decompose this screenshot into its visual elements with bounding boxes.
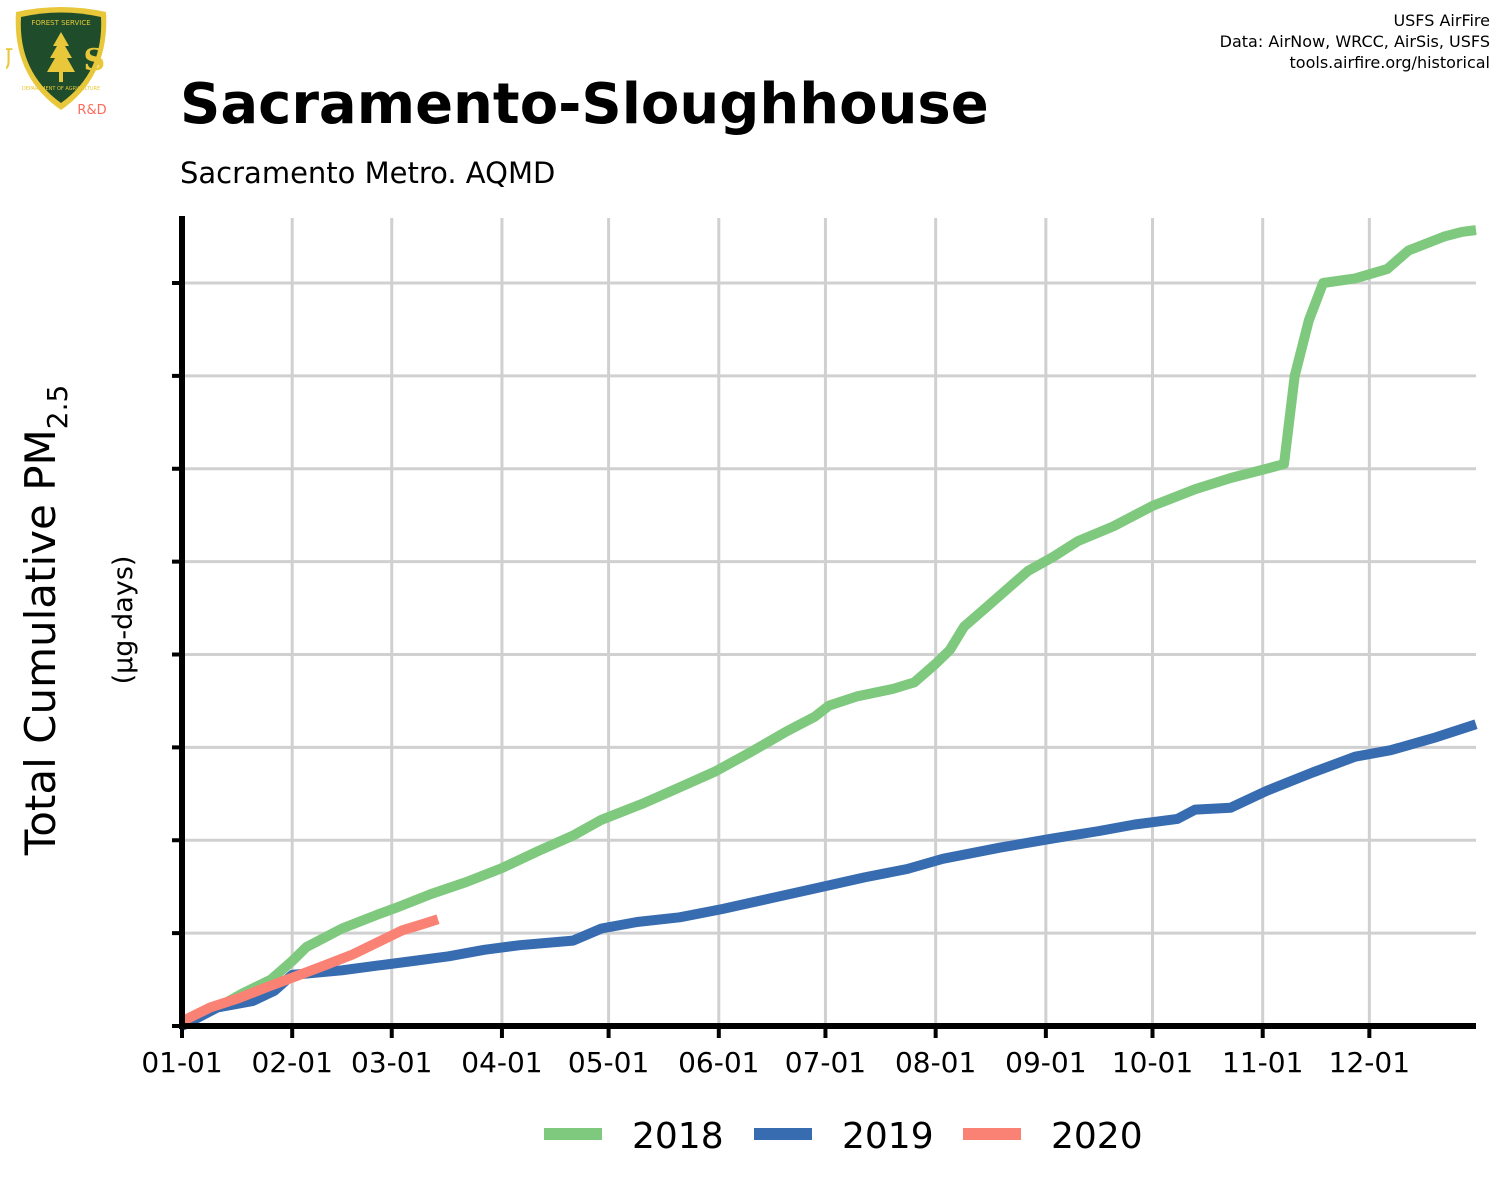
logo-rd-text: R&D	[77, 103, 106, 118]
y-axis-title-subscript: 2.5	[41, 385, 74, 430]
legend: 2018 2019 2020	[544, 1116, 1143, 1157]
x-tick-label: 03-01	[351, 1046, 432, 1079]
series-lines	[179, 225, 1478, 1031]
x-tick-label: 11-01	[1222, 1046, 1303, 1079]
chart-subtitle: Sacramento Metro. AQMD	[180, 156, 556, 190]
legend-label-2020: 2020	[1051, 1116, 1143, 1157]
grid	[180, 218, 1476, 1026]
chart-title: Sacramento-Sloughhouse	[180, 72, 989, 137]
x-tick-label: 07-01	[785, 1046, 866, 1079]
usfs-logo: FOREST SERVICE U S DEPARTMENT OF AGRICUL…	[6, 7, 116, 118]
x-tick-label: 05-01	[568, 1046, 649, 1079]
y-axis-label: Total Cumulative PM2.5 (µg-days)	[16, 385, 139, 857]
logo-letters: U S	[6, 43, 116, 78]
x-tick-label: 10-01	[1112, 1046, 1193, 1079]
series-line-2019	[179, 719, 1478, 1031]
legend-label-2018: 2018	[632, 1116, 724, 1157]
credit-line: Data: AirNow, WRCC, AirSis, USFS	[1219, 32, 1490, 51]
y-axis-title: Total Cumulative PM2.5	[16, 385, 74, 857]
y-axis-unit: (µg-days)	[108, 556, 139, 685]
x-tick-label: 04-01	[461, 1046, 542, 1079]
y-axis-title-main: Total Cumulative PM	[16, 429, 65, 856]
credit-line: tools.airfire.org/historical	[1289, 53, 1490, 72]
x-tick-label: 02-01	[252, 1046, 333, 1079]
logo-top-text: FOREST SERVICE	[31, 19, 90, 27]
x-tick-label: 06-01	[678, 1046, 759, 1079]
logo-bottom-text: DEPARTMENT OF AGRICULTURE	[22, 86, 100, 92]
x-tick-label: 08-01	[895, 1046, 976, 1079]
credit-line: USFS AirFire	[1393, 11, 1490, 30]
legend-label-2019: 2019	[842, 1116, 934, 1157]
credits: USFS AirFire Data: AirNow, WRCC, AirSis,…	[1220, 10, 1490, 73]
x-tick-label: 12-01	[1329, 1046, 1410, 1079]
series-line-2018	[180, 225, 1477, 1027]
axes: 01-01 02-01 03-01 04-01 05-01 06-01 07-01 08-01…	[141, 216, 1476, 1079]
x-tick-label: 09-01	[1005, 1046, 1086, 1079]
x-tick-label: 01-01	[141, 1046, 222, 1079]
series-line-2020	[179, 914, 440, 1026]
tree-icon	[47, 32, 75, 82]
